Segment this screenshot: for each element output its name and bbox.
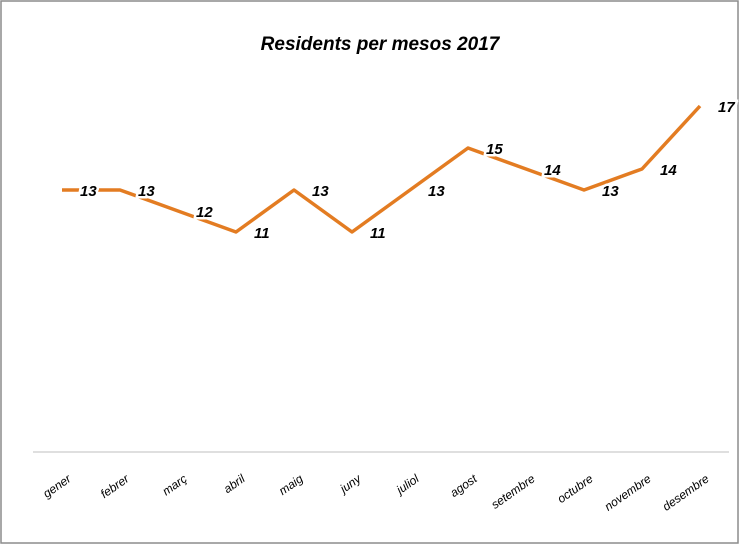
- data-label: 13: [80, 183, 97, 200]
- data-label: 13: [312, 183, 329, 200]
- chart-title: Residents per mesos 2017: [261, 34, 501, 55]
- data-label: 11: [254, 225, 270, 242]
- data-label: 13: [602, 183, 619, 200]
- data-label: 14: [544, 162, 561, 179]
- data-label: 12: [196, 204, 213, 221]
- data-label: 11: [370, 225, 386, 242]
- data-label: 17: [718, 99, 735, 116]
- data-label: 15: [486, 141, 503, 158]
- data-label: 13: [138, 183, 155, 200]
- data-label: 13: [428, 183, 445, 200]
- data-label: 14: [660, 162, 677, 179]
- series-line: [62, 104, 702, 234]
